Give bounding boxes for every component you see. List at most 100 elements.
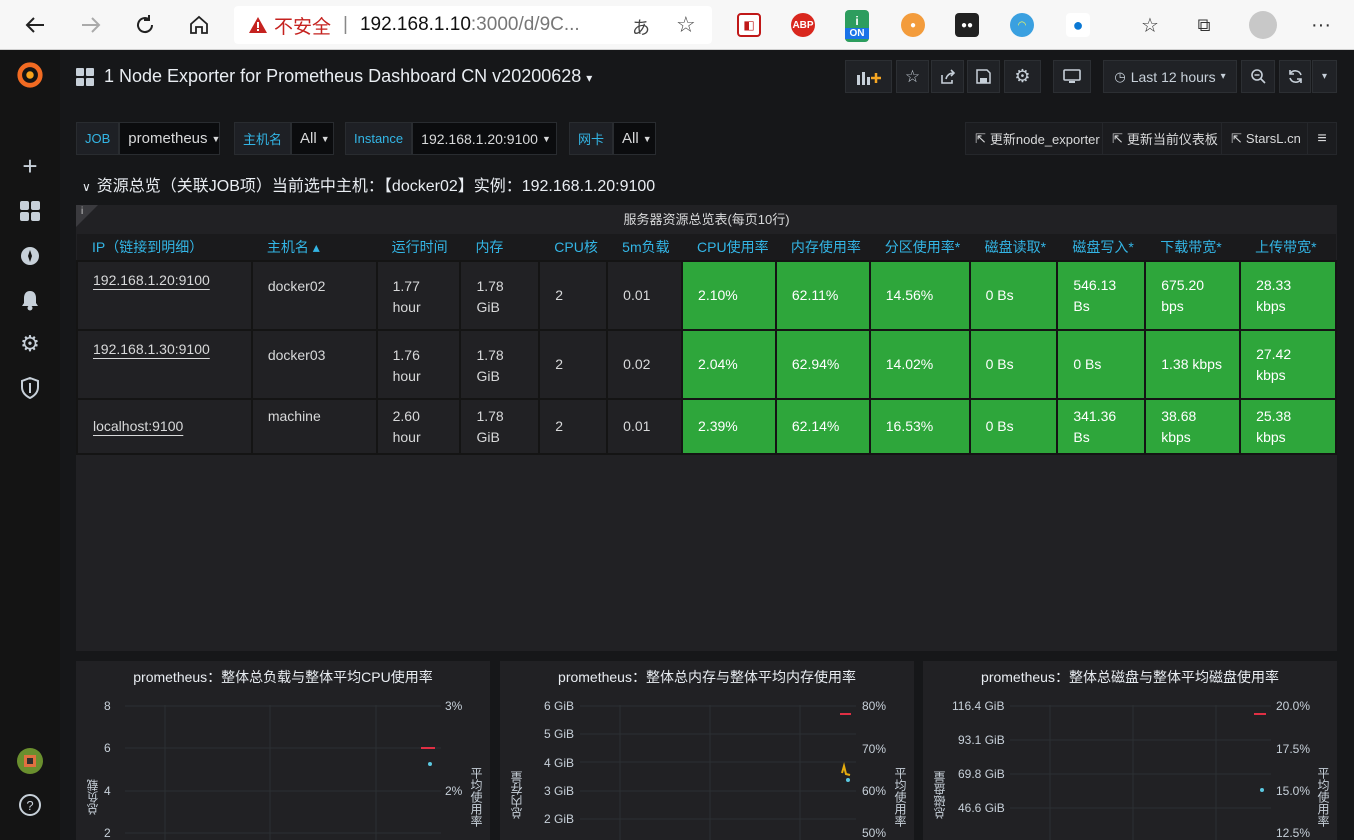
profile-avatar[interactable] [1248,0,1278,50]
adblock-icon[interactable]: ABP [791,13,815,37]
links-menu-button[interactable]: ≡ [1307,122,1337,155]
graph-plot-area[interactable] [580,705,856,840]
dashboard-title[interactable]: 1 Node Exporter for Prometheus Dashboard… [104,66,592,87]
cell-cpu-usage: 2.10% [681,260,777,331]
cell-upload: 27.42 kbps [1239,329,1337,400]
cell-cpu: 2 [538,398,609,455]
settings-button[interactable]: ⚙ [1004,60,1041,93]
user-avatar[interactable] [16,747,44,775]
panel-title[interactable]: prometheus：整体总磁盘与整体平均磁盘使用率 [981,669,1279,685]
graph-plot-area[interactable] [125,705,441,840]
panel-title[interactable]: prometheus：整体总负载与整体平均CPU使用率 [133,669,433,685]
disk-write-value: 341.36 [1073,407,1117,424]
variable-nic-select[interactable]: All ▼ [613,122,657,155]
refresh-dashboard-button[interactable] [1279,60,1311,93]
col-partition-usage[interactable]: 分区使用率* [869,234,970,262]
col-upload[interactable]: 上传带宽* [1240,234,1336,262]
cell-load: 0.01 [606,260,684,331]
share-button[interactable] [931,60,964,93]
link-update-dashboard[interactable]: ⇱ 更新当前仪表板 [1102,122,1228,155]
cell-mem-usage: 62.11% [774,260,871,331]
explore-icon[interactable] [16,242,44,270]
graph-plot-area[interactable] [1010,705,1271,840]
address-bar[interactable]: 不安全 | 192.168.1.10:3000/d/9C... あ ☆ [234,6,712,44]
caret-down-icon: ▾ [1321,71,1328,82]
settings-gear-icon[interactable]: ⚙ [20,331,40,356]
collections-icon[interactable]: ⧉ [1197,14,1211,35]
uptime-value: 1.76 [392,347,420,363]
grafana-logo-icon[interactable] [16,61,44,89]
on-icon[interactable]: i ON [845,10,869,42]
star-dashboard-button[interactable]: ☆ [896,60,929,93]
y2-tick: 60% [862,784,887,798]
cell-uptime: 1.76 hour [375,329,462,400]
share-icon [940,68,955,84]
cell-hostname: machine [250,398,378,455]
y2-tick: 2% [445,784,463,798]
clock-icon: ◷ [1114,68,1126,84]
create-plus-icon[interactable]: + [22,150,38,181]
col-uptime[interactable]: 运行时间 [376,234,461,262]
row-title-text: 资源总览（关联JOB项）当前选中主机：【docker02】实例：192.168.… [96,178,656,195]
help-icon[interactable]: ? [16,791,44,819]
alerting-bell-icon[interactable] [16,286,44,314]
variable-instance-select[interactable]: 192.168.1.20:9100 ▼ [412,122,558,155]
panel-info-corner[interactable] [76,205,98,227]
col-cpu-usage[interactable]: CPU使用率 [682,234,776,262]
y2-tick: 20.0% [1276,699,1311,713]
shield-icon[interactable] [16,374,44,402]
col-cpu-cores[interactable]: CPU核 [539,234,608,262]
cell-download: 38.68 kbps [1144,398,1242,455]
tampermonkey-icon[interactable]: ●● [955,13,979,37]
cell-cpu: 2 [538,329,609,400]
memory-unit: GiB [476,429,500,445]
translate-icon[interactable]: あ [632,18,650,38]
disk-write-value: 546.13 [1073,276,1117,293]
col-ip[interactable]: IP（链接到明细） [77,234,252,262]
ip-link[interactable]: localhost:9100 [93,418,184,434]
view-mode-button[interactable] [1053,60,1091,93]
cell-disk-read: 0 Bs [968,329,1059,400]
link-label: StarsL.cn [1245,131,1301,146]
y-tick: 4 GiB [544,756,575,770]
link-starsl[interactable]: ⇱ StarsL.cn [1221,122,1311,155]
col-disk-read[interactable]: 磁盘读取* [969,234,1058,262]
save-button[interactable] [967,60,1000,93]
link-update-node-exporter[interactable]: ⇱ 更新node_exporter [965,122,1110,155]
panel-title[interactable]: prometheus：整体总内存与整体平均内存使用率 [558,669,856,685]
ip-link[interactable]: 192.168.1.30:9100 [93,341,210,357]
disk-write-unit: Bs [1073,428,1090,445]
mcafee-icon[interactable]: ◧ [737,13,761,37]
favorites-icon[interactable]: ☆ [1141,14,1159,37]
chevron-down-icon: ∨ [82,180,91,194]
col-memory[interactable]: 内存 [460,234,540,262]
panel-title[interactable]: 服务器资源总览表(每页10行) [623,212,790,227]
onedrive-icon[interactable]: ● [1066,13,1090,37]
forward-icon[interactable] [74,0,108,50]
col-mem-usage[interactable]: 内存使用率 [775,234,870,262]
zoom-out-button[interactable] [1241,60,1275,93]
cell-cpu: 2 [538,260,609,331]
variable-job-select[interactable]: prometheus ▼ [119,122,220,155]
favorite-star-icon[interactable]: ☆ [676,12,696,37]
row-title[interactable]: ∨ 资源总览（关联JOB项）当前选中主机：【docker02】实例：192.168… [82,172,655,196]
refresh-icon[interactable] [128,0,162,50]
dashboards-icon[interactable] [16,197,44,225]
ip-link[interactable]: 192.168.1.20:9100 [93,272,210,288]
on-label: ON [845,27,869,39]
add-panel-button[interactable] [845,60,892,93]
cell-load: 0.02 [606,329,684,400]
col-load[interactable]: 5m负载 [607,234,683,262]
refresh-interval-dropdown[interactable]: ▾ [1312,60,1337,93]
more-menu-icon[interactable]: ··· [1311,13,1331,36]
back-icon[interactable] [18,0,52,50]
col-disk-write[interactable]: 磁盘写入* [1057,234,1146,262]
col-download[interactable]: 下载带宽* [1145,234,1241,262]
variable-hostname-select[interactable]: All ▼ [291,122,335,155]
honey-icon[interactable]: ● [901,13,925,37]
time-range-picker[interactable]: ◷ Last 12 hours ▾ [1103,60,1237,93]
col-hostname[interactable]: 主机名 ▴ [251,234,377,262]
rainbow-icon[interactable]: ◠ [1010,13,1034,37]
home-icon[interactable] [182,0,216,50]
not-secure-warning[interactable]: 不安全 [248,12,331,39]
